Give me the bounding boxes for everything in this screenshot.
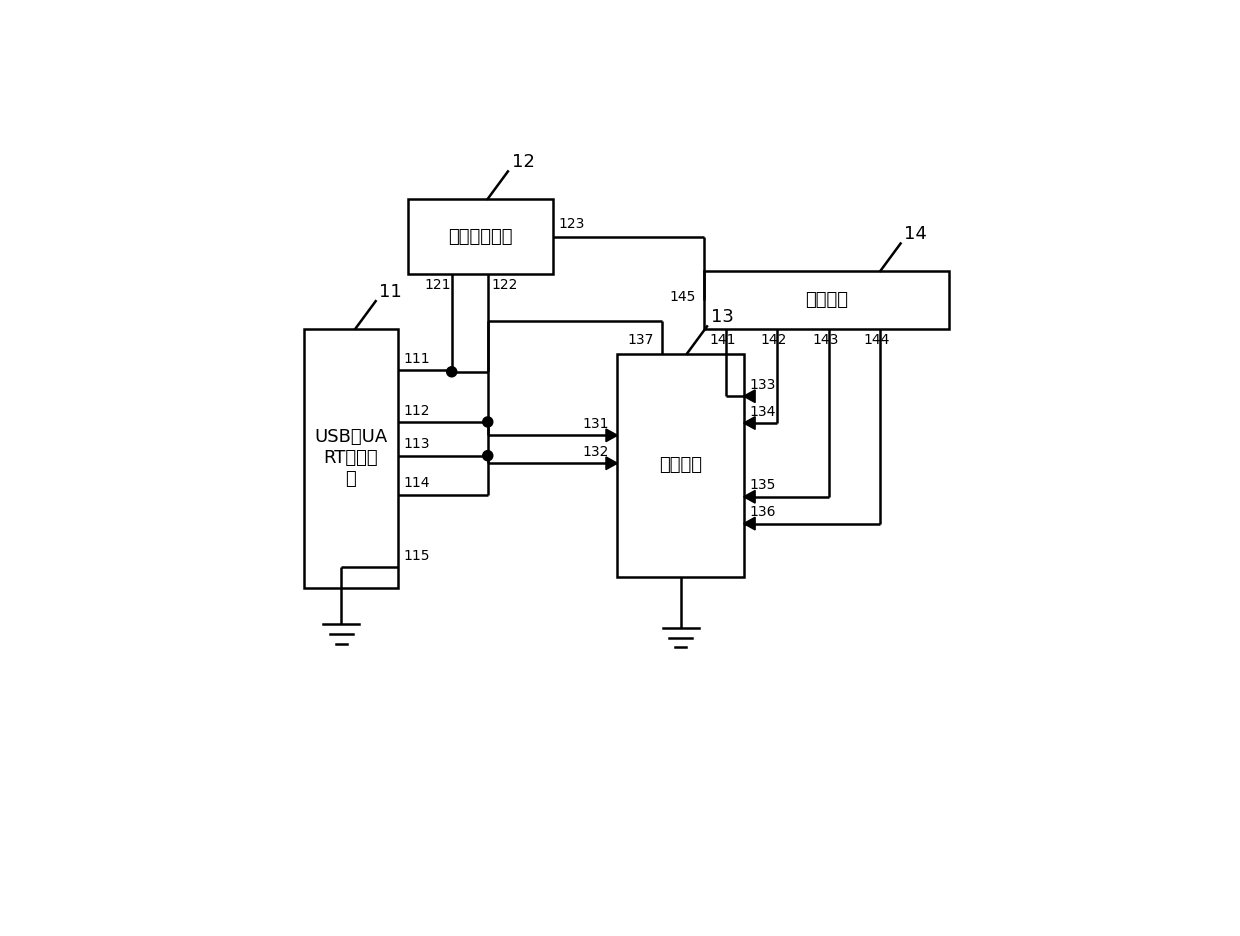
- Bar: [408, 198, 553, 274]
- Text: 114: 114: [403, 476, 430, 490]
- Text: 12: 12: [512, 154, 534, 171]
- Text: 电源管理芯片: 电源管理芯片: [449, 227, 513, 245]
- Text: USB与UA
RT复用接
口: USB与UA RT复用接 口: [314, 429, 387, 488]
- Text: 144: 144: [863, 332, 890, 346]
- Text: 处理芯片: 处理芯片: [805, 291, 848, 309]
- Bar: [304, 329, 398, 588]
- Text: 132: 132: [583, 445, 609, 459]
- Text: 123: 123: [558, 217, 585, 231]
- Polygon shape: [606, 429, 618, 442]
- Text: 111: 111: [403, 352, 430, 366]
- Text: 13: 13: [711, 308, 734, 327]
- Circle shape: [482, 450, 492, 461]
- Text: 131: 131: [583, 417, 609, 431]
- Polygon shape: [744, 390, 755, 402]
- Text: 135: 135: [749, 478, 776, 492]
- Text: 143: 143: [812, 332, 838, 346]
- Text: 122: 122: [491, 278, 518, 292]
- Text: 145: 145: [670, 290, 696, 304]
- Text: 112: 112: [403, 403, 430, 417]
- Text: 137: 137: [627, 332, 653, 346]
- Text: 134: 134: [749, 404, 776, 418]
- Polygon shape: [744, 490, 755, 503]
- Bar: [618, 354, 744, 578]
- Text: 121: 121: [424, 278, 451, 292]
- Circle shape: [482, 417, 492, 427]
- Polygon shape: [744, 518, 755, 530]
- Text: 141: 141: [709, 332, 735, 346]
- Text: 136: 136: [749, 505, 776, 519]
- Text: 14: 14: [904, 226, 928, 243]
- Text: 切换开关: 切换开关: [658, 457, 702, 475]
- Bar: [704, 271, 949, 329]
- Circle shape: [446, 367, 456, 377]
- Text: 113: 113: [403, 437, 430, 451]
- Text: 11: 11: [379, 284, 402, 301]
- Polygon shape: [744, 417, 755, 430]
- Text: 115: 115: [403, 548, 430, 563]
- Text: 133: 133: [749, 378, 776, 392]
- Polygon shape: [606, 457, 618, 470]
- Text: 142: 142: [760, 332, 787, 346]
